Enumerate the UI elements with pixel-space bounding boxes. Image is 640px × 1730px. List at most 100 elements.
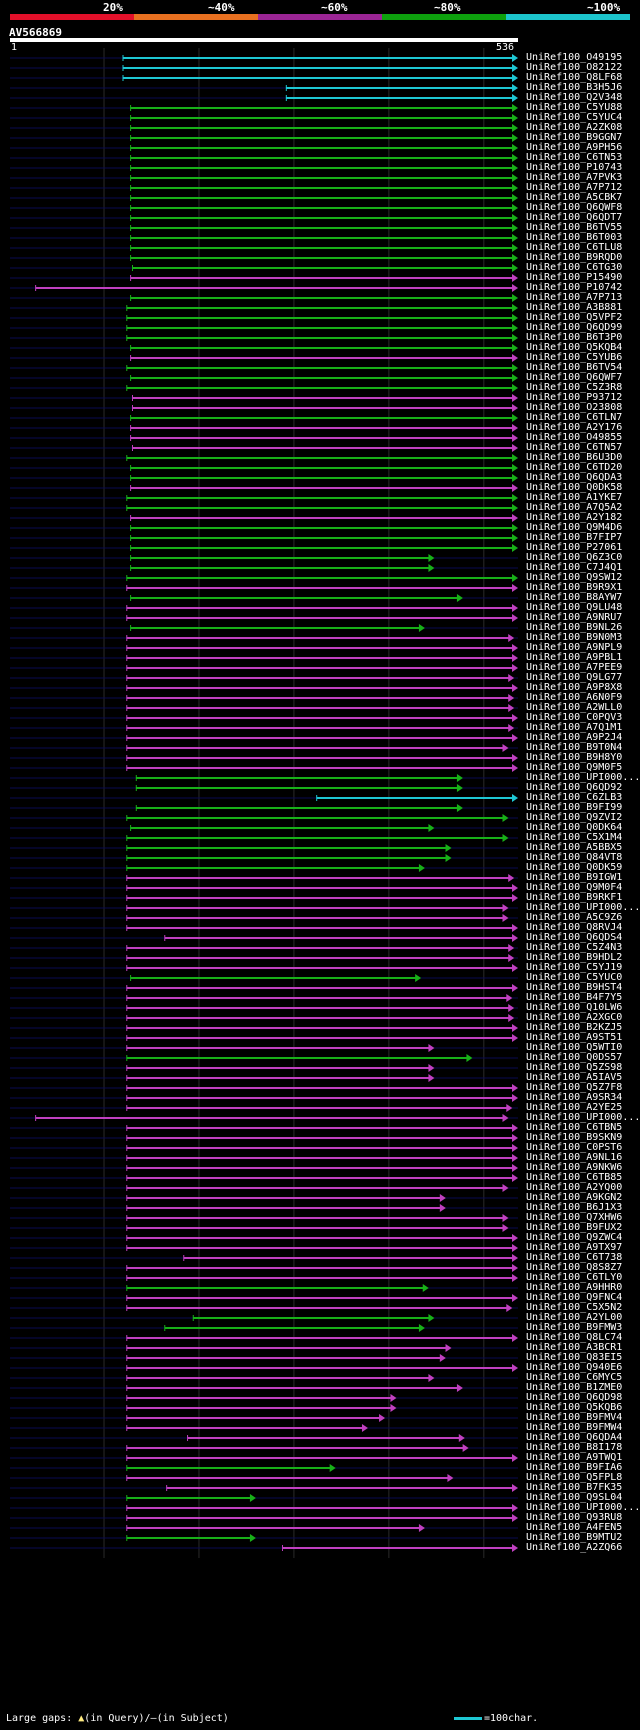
hit-label[interactable]: UniRef100_B7FIP7 bbox=[526, 532, 623, 543]
hit-label[interactable]: UniRef100_Q83EI5 bbox=[526, 1352, 623, 1363]
hit-label[interactable]: UniRef100_A9PBL1 bbox=[526, 652, 623, 663]
hit-label[interactable]: UniRef100_A7P712 bbox=[526, 182, 623, 193]
hit-label[interactable]: UniRef100_A7Q1M1 bbox=[526, 722, 623, 733]
hit-label[interactable]: UniRef100_Q5VPF2 bbox=[526, 312, 623, 323]
hit-label[interactable]: UniRef100_Q5KQB6 bbox=[526, 1402, 623, 1413]
hit-label[interactable]: UniRef100_A1YKE7 bbox=[526, 492, 623, 503]
hit-label[interactable]: UniRef100_Q9SL04 bbox=[526, 1492, 623, 1503]
hit-label[interactable]: UniRef100_A7PVK3 bbox=[526, 172, 623, 183]
hit-label[interactable]: UniRef100_B9MTU2 bbox=[526, 1532, 623, 1543]
hit-label[interactable]: UniRef100_A2ZQ66 bbox=[526, 1542, 623, 1553]
hit-label[interactable]: UniRef100_C5X1M4 bbox=[526, 832, 623, 843]
hit-label[interactable]: UniRef100_A2YQ00 bbox=[526, 1182, 623, 1193]
hit-label[interactable]: UniRef100_Q6QD92 bbox=[526, 782, 623, 793]
hit-label[interactable]: UniRef100_B9N0M3 bbox=[526, 632, 623, 643]
hit-label[interactable]: UniRef100_B9SKN9 bbox=[526, 1132, 623, 1143]
hit-label[interactable]: UniRef100_Q9ZWC4 bbox=[526, 1232, 623, 1243]
hit-label[interactable]: UniRef100_A3B881 bbox=[526, 302, 623, 313]
hit-label[interactable]: UniRef100_Q6QWF7 bbox=[526, 372, 623, 383]
hit-label[interactable]: UniRef100_A9NRU7 bbox=[526, 612, 623, 623]
hit-label[interactable]: UniRef100_Q9ZVI2 bbox=[526, 812, 623, 823]
hit-label[interactable]: UniRef100_C5YUC4 bbox=[526, 112, 623, 123]
hit-label[interactable]: UniRef100_Q8LF68 bbox=[526, 72, 623, 83]
hit-label[interactable]: UniRef100_Q8S8Z7 bbox=[526, 1262, 623, 1273]
hit-label[interactable]: UniRef100_A3BCR1 bbox=[526, 1342, 623, 1353]
hit-label[interactable]: UniRef100_O49855 bbox=[526, 432, 623, 443]
hit-label[interactable]: UniRef100_A9NL16 bbox=[526, 1152, 623, 1163]
hit-label[interactable]: UniRef100_Q0DK64 bbox=[526, 822, 623, 833]
hit-label[interactable]: UniRef100_B9FUX2 bbox=[526, 1222, 623, 1233]
hit-label[interactable]: UniRef100_B6TV54 bbox=[526, 362, 623, 373]
hit-label[interactable]: UniRef100_Q5FPL8 bbox=[526, 1472, 623, 1483]
hit-label[interactable]: UniRef100_C5YUC0 bbox=[526, 972, 623, 983]
hit-label[interactable]: UniRef100_UPI000... bbox=[526, 1502, 640, 1513]
hit-label[interactable]: UniRef100_Q5WTI0 bbox=[526, 1042, 623, 1053]
hit-label[interactable]: UniRef100_B6T003 bbox=[526, 232, 623, 243]
hit-label[interactable]: UniRef100_B6TV55 bbox=[526, 222, 623, 233]
hit-label[interactable]: UniRef100_B6J1X3 bbox=[526, 1202, 623, 1213]
hit-label[interactable]: UniRef100_B7FK35 bbox=[526, 1482, 623, 1493]
hit-label[interactable]: UniRef100_C6T738 bbox=[526, 1252, 623, 1263]
hit-label[interactable]: UniRef100_Q5KQB4 bbox=[526, 342, 623, 353]
hit-label[interactable]: UniRef100_A2Y176 bbox=[526, 422, 623, 433]
hit-label[interactable]: UniRef100_A4FEN5 bbox=[526, 1522, 623, 1533]
hit-label[interactable]: UniRef100_C6TLU8 bbox=[526, 242, 623, 253]
hit-label[interactable]: UniRef100_B9H8Y0 bbox=[526, 752, 623, 763]
hit-label[interactable]: UniRef100_Q84VT8 bbox=[526, 852, 623, 863]
hit-label[interactable]: UniRef100_C6TD20 bbox=[526, 462, 623, 473]
hit-label[interactable]: UniRef100_UPI000... bbox=[526, 902, 640, 913]
hit-label[interactable]: UniRef100_A2YL00 bbox=[526, 1312, 623, 1323]
hit-label[interactable]: UniRef100_Q10LW6 bbox=[526, 1002, 623, 1013]
hit-label[interactable]: UniRef100_P93712 bbox=[526, 392, 623, 403]
hit-label[interactable]: UniRef100_A7Q5A2 bbox=[526, 502, 623, 513]
hit-label[interactable]: UniRef100_P10742 bbox=[526, 282, 623, 293]
hit-label[interactable]: UniRef100_B2KZJ5 bbox=[526, 1022, 623, 1033]
hit-label[interactable]: UniRef100_Q9M0F5 bbox=[526, 762, 623, 773]
hit-label[interactable]: UniRef100_P10743 bbox=[526, 162, 623, 173]
hit-label[interactable]: UniRef100_B9FMW3 bbox=[526, 1322, 623, 1333]
hit-label[interactable]: UniRef100_B9RKF1 bbox=[526, 892, 623, 903]
hit-label[interactable]: UniRef100_A9TWQ1 bbox=[526, 1452, 623, 1463]
hit-label[interactable]: UniRef100_B6U3D0 bbox=[526, 452, 623, 463]
hit-label[interactable]: UniRef100_B9FIA6 bbox=[526, 1462, 623, 1473]
hit-label[interactable]: UniRef100_Q6QDA4 bbox=[526, 1432, 623, 1443]
hit-label[interactable]: UniRef100_B4F7Y5 bbox=[526, 992, 623, 1003]
hit-label[interactable]: UniRef100_A9NPL9 bbox=[526, 642, 623, 653]
hit-label[interactable]: UniRef100_C6MYC5 bbox=[526, 1372, 623, 1383]
hit-label[interactable]: UniRef100_B9GGN7 bbox=[526, 132, 623, 143]
hit-label[interactable]: UniRef100_C5YUB6 bbox=[526, 352, 623, 363]
hit-label[interactable]: UniRef100_UPI000... bbox=[526, 772, 640, 783]
hit-label[interactable]: UniRef100_A2XGC0 bbox=[526, 1012, 623, 1023]
hit-label[interactable]: UniRef100_B9T0N4 bbox=[526, 742, 623, 753]
hit-label[interactable]: UniRef100_Q5Z7F8 bbox=[526, 1082, 623, 1093]
hit-label[interactable]: UniRef100_C6TB85 bbox=[526, 1172, 623, 1183]
hit-label[interactable]: UniRef100_Q940E6 bbox=[526, 1362, 623, 1373]
hit-label[interactable]: UniRef100_C5X5N2 bbox=[526, 1302, 623, 1313]
hit-label[interactable]: UniRef100_A6N0F9 bbox=[526, 692, 623, 703]
hit-label[interactable]: UniRef100_Q9M4D6 bbox=[526, 522, 623, 533]
hit-label[interactable]: UniRef100_P27061 bbox=[526, 542, 623, 553]
hit-label[interactable]: UniRef100_A9TX97 bbox=[526, 1242, 623, 1253]
hit-label[interactable]: UniRef100_C5YJ19 bbox=[526, 962, 623, 973]
hit-label[interactable]: UniRef100_B9FI99 bbox=[526, 802, 623, 813]
hit-label[interactable]: UniRef100_C6ZLB3 bbox=[526, 792, 623, 803]
hit-label[interactable]: UniRef100_Q6Z3C0 bbox=[526, 552, 623, 563]
hit-label[interactable]: UniRef100_A9PH56 bbox=[526, 142, 623, 153]
hit-label[interactable]: UniRef100_C5YU88 bbox=[526, 102, 623, 113]
hit-label[interactable]: UniRef100_A9KGN2 bbox=[526, 1192, 623, 1203]
hit-label[interactable]: UniRef100_Q6QDT7 bbox=[526, 212, 623, 223]
hit-label[interactable]: UniRef100_C0PST6 bbox=[526, 1142, 623, 1153]
hit-label[interactable]: UniRef100_A5CBK7 bbox=[526, 192, 623, 203]
hit-label[interactable]: UniRef100_A7PEE9 bbox=[526, 662, 623, 673]
hit-label[interactable]: UniRef100_UPI000... bbox=[526, 1112, 640, 1123]
hit-label[interactable]: UniRef100_C6TLN7 bbox=[526, 412, 623, 423]
hit-label[interactable]: UniRef100_Q9M0F4 bbox=[526, 882, 623, 893]
hit-label[interactable]: UniRef100_B1ZME0 bbox=[526, 1382, 623, 1393]
hit-label[interactable]: UniRef100_Q6QWF8 bbox=[526, 202, 623, 213]
hit-label[interactable]: UniRef100_O49195 bbox=[526, 52, 623, 63]
hit-label[interactable]: UniRef100_A9NKW6 bbox=[526, 1162, 623, 1173]
hit-label[interactable]: UniRef100_O82122 bbox=[526, 62, 623, 73]
hit-label[interactable]: UniRef100_Q8RVJ4 bbox=[526, 922, 623, 933]
hit-label[interactable]: UniRef100_Q93RU8 bbox=[526, 1512, 623, 1523]
hit-label[interactable]: UniRef100_Q0DS57 bbox=[526, 1052, 623, 1063]
